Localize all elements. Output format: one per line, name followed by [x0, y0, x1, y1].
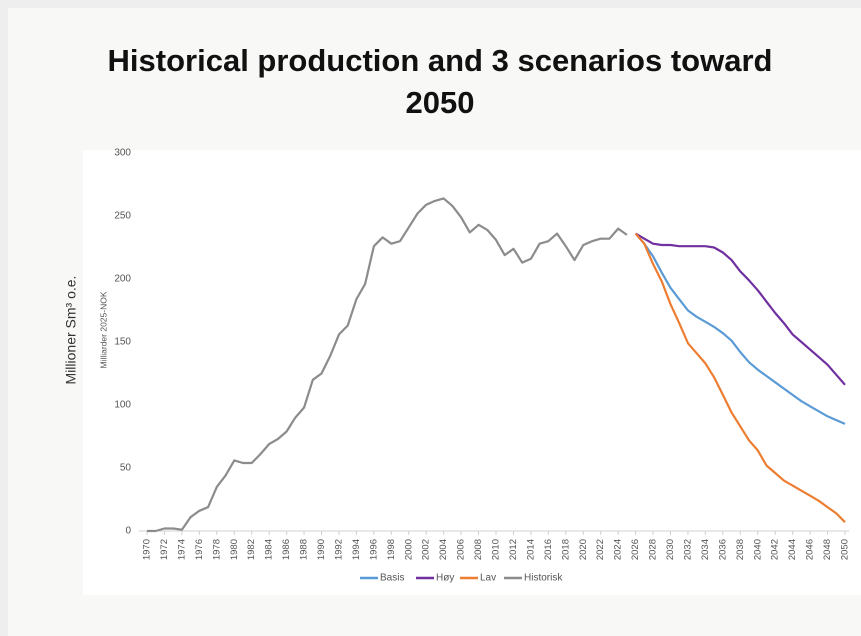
- x-tick-label: 2030: [665, 539, 676, 560]
- x-tick-label: 1986: [281, 539, 292, 560]
- y-tick-label: 250: [114, 211, 131, 222]
- chart-title: Historical production and 3 scenarios to…: [107, 43, 773, 120]
- x-tick-label: 1984: [264, 539, 275, 560]
- y-tick-label: 300: [114, 148, 131, 159]
- y-tick-label: 200: [114, 274, 131, 285]
- y-tick-label: 50: [120, 463, 132, 474]
- line: [634, 232, 846, 425]
- x-tick-label: 1998: [386, 539, 397, 560]
- x-tick-label: 1972: [159, 539, 170, 560]
- x-tick-label: 1982: [246, 539, 257, 560]
- x-tick-label: 2040: [752, 539, 763, 560]
- x-tick-label: 1990: [316, 539, 327, 560]
- x-tick-label: 2046: [805, 539, 816, 560]
- x-tick-label: 2028: [648, 539, 659, 560]
- x-tick-label: 2008: [473, 539, 484, 560]
- x-tick-label: 2044: [787, 539, 798, 560]
- x-tick-label: 1980: [229, 539, 240, 560]
- x-tick-label: 2032: [682, 539, 693, 560]
- x-tick-label: 2050: [840, 539, 851, 560]
- legend-label: Basis: [380, 573, 404, 584]
- x-tick-label: 1970: [142, 539, 153, 560]
- legend-label: Historisk: [524, 573, 563, 584]
- legend-label: Lav: [480, 573, 496, 584]
- x-tick-label: 2018: [560, 539, 571, 560]
- x-tick-label: 1978: [211, 539, 222, 560]
- line: [147, 197, 628, 533]
- x-tick-label: 1974: [176, 539, 187, 560]
- x-tick-label: 1996: [368, 539, 379, 560]
- y-tick-label: 0: [125, 526, 131, 537]
- y-tick-label: 100: [114, 400, 131, 411]
- x-tick-label: 2034: [700, 539, 711, 560]
- x-tick-label: 2000: [403, 539, 414, 560]
- x-tick-label: 2012: [508, 539, 519, 560]
- x-tick-label: 2022: [595, 539, 606, 560]
- x-tick-label: 2036: [717, 539, 728, 560]
- x-tick-label: 2006: [456, 539, 467, 560]
- x-tick-label: 2010: [491, 539, 502, 560]
- x-tick-label: 2026: [630, 539, 641, 560]
- x-tick-label: 2004: [438, 539, 449, 560]
- x-tick-label: 1976: [194, 539, 205, 560]
- x-tick-label: 1992: [333, 539, 344, 560]
- line: [634, 232, 846, 523]
- x-tick-label: 2024: [613, 539, 624, 560]
- y-axis-label: Millioner Sm³ o.e.: [63, 276, 79, 385]
- x-tick-label: 2014: [525, 539, 536, 560]
- x-tick-label: 1988: [299, 539, 310, 560]
- line: [635, 232, 846, 386]
- x-tick-label: 2002: [421, 539, 432, 560]
- x-tick-label: 2048: [822, 539, 833, 560]
- x-tick-label: 2016: [543, 539, 554, 560]
- x-tick-label: 2038: [735, 539, 746, 560]
- y-axis-label-secondary: Milliarder 2025-NOK: [98, 291, 108, 368]
- y-tick-label: 150: [114, 337, 131, 348]
- x-tick-label: 2020: [578, 539, 589, 560]
- plot-background: [83, 150, 861, 595]
- legend-label: Høy: [436, 573, 454, 584]
- x-tick-label: 1994: [351, 539, 362, 560]
- x-tick-label: 2042: [770, 539, 781, 560]
